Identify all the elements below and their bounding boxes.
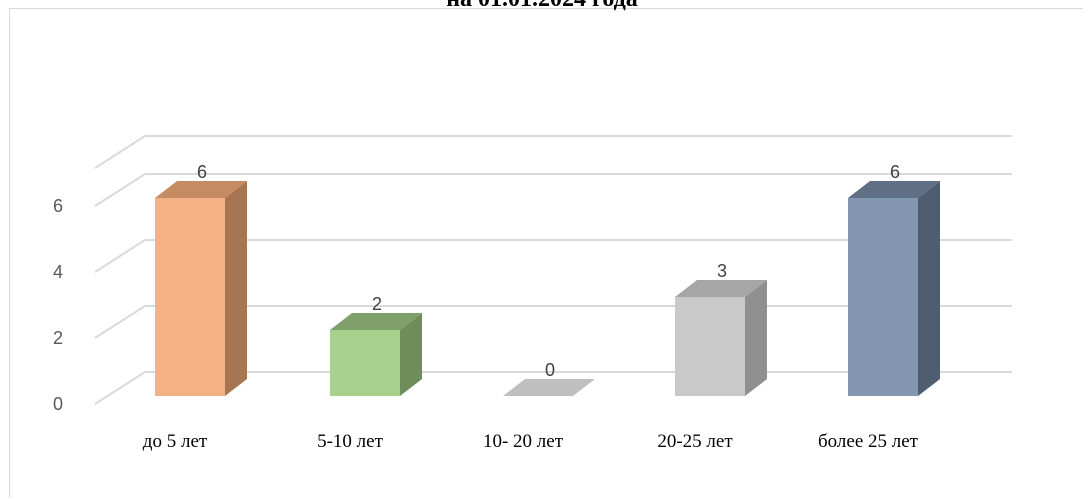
bar-top (848, 181, 940, 198)
category-label: 20-25 лет (657, 431, 733, 452)
bar-side (225, 181, 247, 396)
bar-4 (675, 280, 767, 396)
bar-front (155, 198, 225, 396)
chart-title: на 01.01.2024 года (0, 0, 1084, 13)
bar-front (330, 330, 400, 396)
gridline-diagonal (94, 173, 146, 207)
bar-top (330, 313, 422, 330)
category-label: более 25 лет (818, 431, 919, 452)
chart-frame (9, 8, 1083, 498)
bar-side (400, 313, 422, 396)
data-label: 2 (372, 294, 382, 314)
bar-top (155, 181, 247, 198)
data-label: 3 (717, 261, 727, 281)
data-label: 0 (545, 360, 555, 380)
data-label: 6 (890, 162, 900, 182)
category-label: 5-10 лет (317, 431, 383, 452)
y-tick-label: 0 (53, 394, 63, 414)
y-tick-label: 2 (53, 328, 63, 348)
data-label: 6 (197, 162, 207, 182)
y-tick-label: 6 (53, 196, 63, 216)
bar-1 (155, 181, 247, 396)
y-tick-label: 4 (53, 262, 63, 282)
gridline-diagonal (94, 239, 146, 273)
category-label: до 5 лет (143, 431, 208, 452)
bar-2 (330, 313, 422, 396)
bar-front (675, 297, 745, 396)
bar-side (918, 181, 940, 396)
gridline-diagonal (94, 371, 146, 405)
gridline-diagonal (94, 135, 146, 169)
gridline-diagonal (94, 305, 146, 339)
bar-5 (848, 181, 940, 396)
bar-side (745, 280, 767, 396)
category-label: 10- 20 лет (483, 431, 564, 452)
bar-top (503, 379, 595, 396)
bar-front (848, 198, 918, 396)
bar-3 (503, 379, 595, 396)
bar-top (675, 280, 767, 297)
